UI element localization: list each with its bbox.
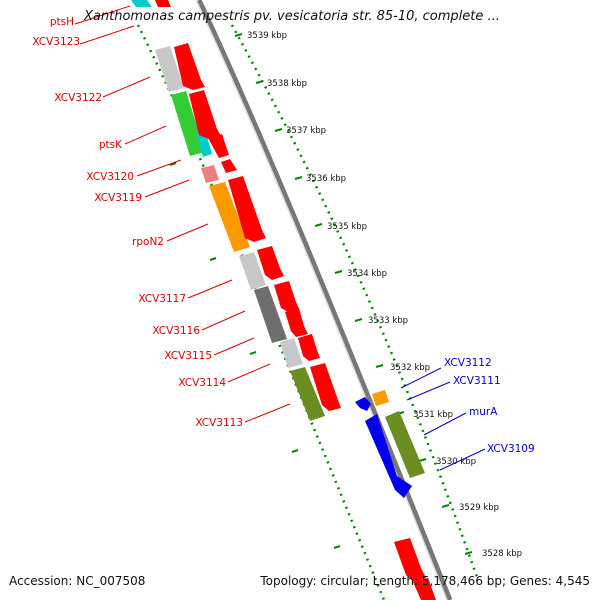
scale-tick-marks xyxy=(169,33,473,555)
gene-arrow-xcv3113[interactable] xyxy=(394,538,426,582)
gene-arrow-xcv3114[interactable] xyxy=(310,363,341,411)
map-title: Xanthomonas campestris pv. vesicatoria s… xyxy=(84,9,500,24)
gene-label-xcv3112[interactable]: XCV3112 xyxy=(444,357,492,369)
gene-label-murA[interactable]: murA xyxy=(469,406,498,418)
gene-arrow-rpoN2[interactable] xyxy=(257,246,284,280)
gene-bar-ptsK[interactable] xyxy=(171,91,205,156)
gene-label-xcv3119[interactable]: XCV3119 xyxy=(94,192,142,204)
gene-label-ptsK[interactable]: ptsK xyxy=(99,139,123,151)
gene-label-xcv3122[interactable]: XCV3122 xyxy=(54,92,102,104)
gene-bar-xcv3111[interactable] xyxy=(372,390,389,406)
genome-backbone-highlight xyxy=(195,0,448,600)
scale-tick-label: 3534 kbp xyxy=(347,269,387,279)
scale-tick-label: 3533 kbp xyxy=(368,316,408,326)
scale-tick-label: 3532 kbp xyxy=(390,363,430,373)
scale-tick-label: 3529 kbp xyxy=(459,503,499,513)
gene-bar-xcv3122[interactable] xyxy=(155,46,184,92)
gene-bar-xcv3109[interactable] xyxy=(385,411,425,478)
gene-label-xcv3111[interactable]: XCV3111 xyxy=(453,375,501,387)
gene-label-xcv3114[interactable]: XCV3114 xyxy=(178,377,226,389)
scale-tick-label: 3528 kbp xyxy=(482,549,522,559)
scale-tick-label: 3535 kbp xyxy=(327,222,367,232)
gene-label-xcv3115[interactable]: XCV3115 xyxy=(164,350,212,362)
gene-bar-xcv3120[interactable] xyxy=(201,165,219,183)
gene-arrow-xcv3116[interactable] xyxy=(285,308,308,337)
gene-label-xcv3116[interactable]: XCV3116 xyxy=(152,325,200,337)
gene-arrow-murA[interactable] xyxy=(365,414,412,498)
scale-line-right xyxy=(230,24,480,581)
gene-bar-xcv3117[interactable] xyxy=(239,252,266,290)
gene-arrow-xcv3120[interactable] xyxy=(221,159,237,173)
gene-arrow-xcv3123[interactable] xyxy=(174,43,205,90)
scale-tick-label: 3539 kbp xyxy=(247,31,287,41)
gene-label-xcv3120[interactable]: XCV3120 xyxy=(86,171,134,183)
gene-arrow-xcv3122b[interactable] xyxy=(189,90,221,139)
gene-label-xcv3117[interactable]: XCV3117 xyxy=(138,293,186,305)
gene-label-ptsH[interactable]: ptsH xyxy=(50,16,74,28)
scale-tick-label: 3538 kbp xyxy=(267,79,307,89)
gene-arrow-xcv3117[interactable] xyxy=(274,281,299,312)
gene-bar-xcv3116[interactable] xyxy=(254,286,287,343)
gene-bar-xcv3114[interactable] xyxy=(290,367,325,421)
gene-arrow-xcv3112[interactable] xyxy=(355,397,371,411)
genome-summary: Topology: circular; Length: 5,178,466 bp… xyxy=(260,574,590,588)
gene-label-xcv3123[interactable]: XCV3123 xyxy=(32,36,80,48)
scale-tick-label: 3531 kbp xyxy=(413,410,453,420)
accession-label: Accession: NC_007508 xyxy=(9,574,146,588)
gene-bar-ptsK-tail[interactable] xyxy=(196,130,212,157)
gene-bar-xcv3119[interactable] xyxy=(209,182,250,252)
scale-line-left xyxy=(136,24,386,600)
gene-label-xcv3109[interactable]: XCV3109 xyxy=(487,443,535,455)
gene-label-xcv3113[interactable]: XCV3113 xyxy=(195,417,243,429)
gene-bar-ptsH[interactable] xyxy=(131,0,152,7)
gene-label-rpoN2[interactable]: rpoN2 xyxy=(132,236,164,248)
gene-arrow-xcv3113b[interactable] xyxy=(413,578,436,600)
gene-arrow-xcv3119[interactable] xyxy=(228,176,266,242)
scale-tick-label: 3537 kbp xyxy=(286,126,326,136)
gene-bar-xcv3115[interactable] xyxy=(280,338,303,368)
scale-tick-label: 3536 kbp xyxy=(306,174,346,184)
gene-arrow-ptsH[interactable] xyxy=(155,0,171,7)
gene-arrow-ptsK[interactable] xyxy=(208,134,229,158)
gene-arrow-xcv3115[interactable] xyxy=(298,334,320,361)
